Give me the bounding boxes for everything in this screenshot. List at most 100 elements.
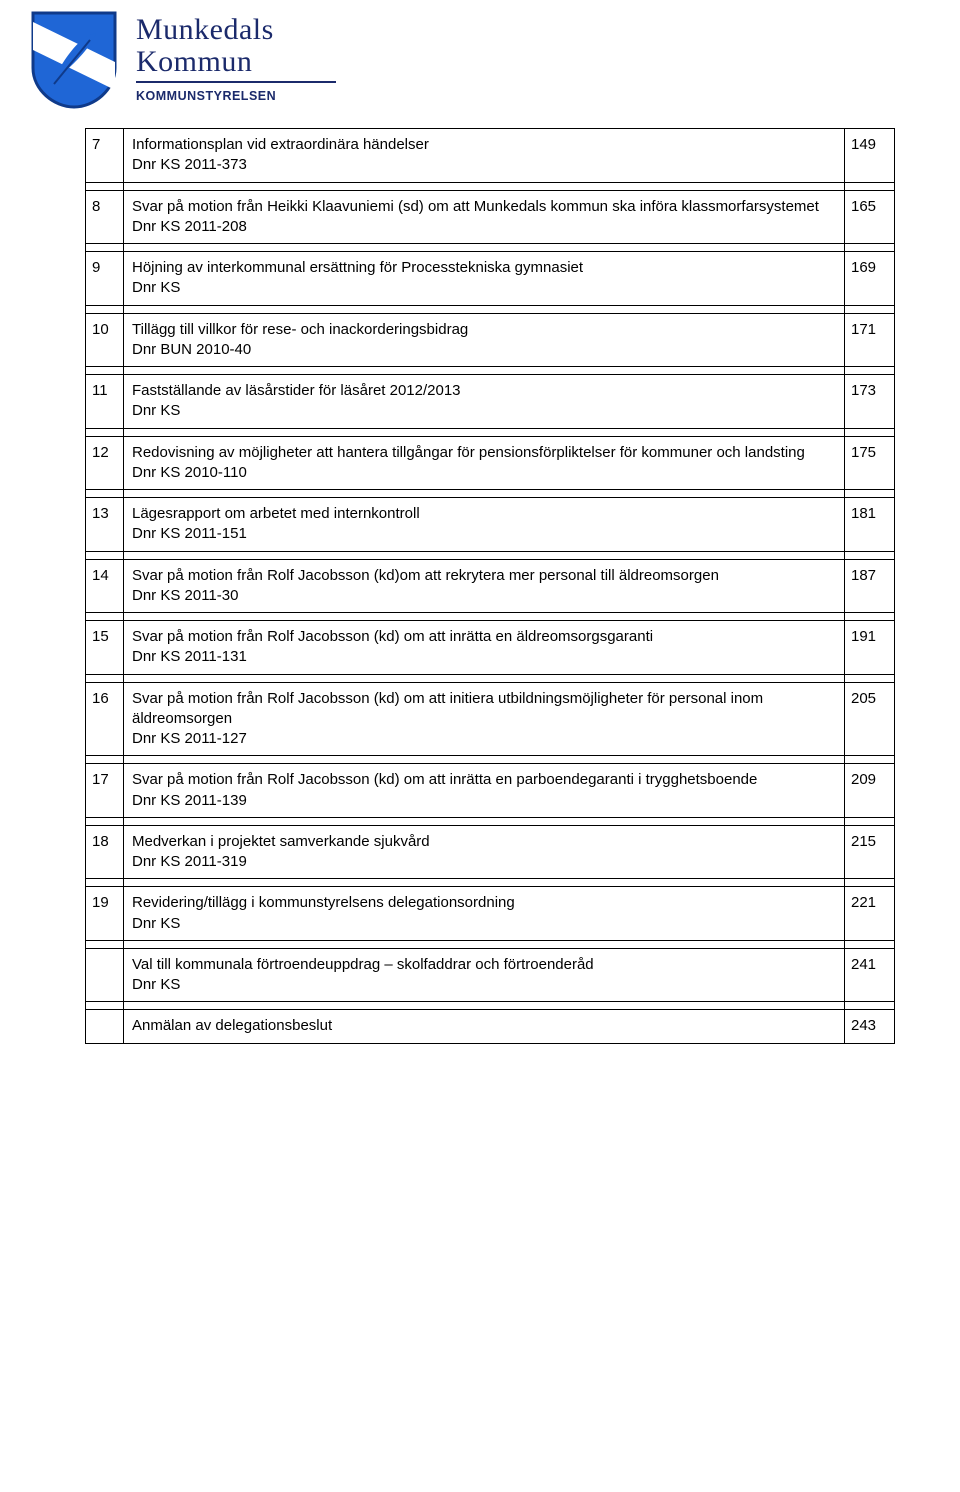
spacer-row [86,756,895,764]
spacer-row [86,817,895,825]
row-number: 7 [86,129,124,183]
diary-number: Dnr KS 2011-127 [132,729,836,749]
table-row: 19 Revidering/tillägg i kommunstyrelsens … [86,887,895,941]
table-row: 16Svar på motion från Rolf Jacobsson (kd… [86,682,895,756]
diary-number: Dnr KS 2011-319 [132,852,836,872]
spacer-row [86,551,895,559]
row-description: Redovisning av möjligheter att hantera t… [124,436,845,490]
spacer-row [86,1002,895,1010]
table-row: Val till kommunala förtroendeuppdrag – s… [86,948,895,1002]
row-page: 173 [845,375,895,429]
spacer-row [86,244,895,252]
row-description: Svar på motion från Rolf Jacobsson (kd)o… [124,559,845,613]
diary-number: Dnr KS [132,914,836,934]
row-description: Val till kommunala förtroendeuppdrag – s… [124,948,845,1002]
description-text: Val till kommunala förtroendeuppdrag – s… [132,956,594,973]
description-text: Svar på motion från Rolf Jacobsson (kd) … [132,771,757,788]
row-number: 10 [86,313,124,367]
table-row: 13 Lägesrapport om arbetet med internkont… [86,498,895,552]
row-number: 17 [86,764,124,818]
row-description: Anmälan av delegationsbeslut [124,1010,845,1043]
table-row: 7 Informationsplan vid extraordinära händ… [86,129,895,183]
brand-wordmark: Munkedals Kommun KOMMUNSTYRELSEN [136,14,336,103]
description-text: Informationsplan vid extraordinära hände… [132,136,429,153]
description-text: Tillägg till villkor för rese- och inack… [132,321,468,338]
brand-line-1: Munkedals [136,14,336,46]
row-description: Medverkan i projektet samverkande sjukvå… [124,825,845,879]
table-row: 10 Tillägg till villkor för rese- och ina… [86,313,895,367]
description-text: Höjning av interkommunal ersättning för … [132,259,583,276]
brand-underline [136,81,336,83]
row-number: 11 [86,375,124,429]
description-text: Fastställande av läsårstider för läsåret… [132,382,461,399]
spacer-row [86,940,895,948]
description-text: Revidering/tillägg i kommunstyrelsens de… [132,894,515,911]
row-description: Svar på motion från Rolf Jacobsson (kd) … [124,682,845,756]
row-page: 241 [845,948,895,1002]
diary-number: Dnr KS [132,975,836,995]
row-description: Lägesrapport om arbetet med internkontro… [124,498,845,552]
row-description: Fastställande av läsårstider för läsåret… [124,375,845,429]
row-page: 165 [845,190,895,244]
document-page: Munkedals Kommun KOMMUNSTYRELSEN 7 Inform… [0,0,960,1084]
description-text: Svar på motion från Rolf Jacobsson (kd) … [132,690,763,727]
row-page: 149 [845,129,895,183]
diary-number: Dnr KS [132,278,836,298]
row-number: 18 [86,825,124,879]
description-text: Redovisning av möjligheter att hantera t… [132,444,805,461]
table-row: Anmälan av delegationsbeslut 243 [86,1010,895,1043]
row-description: Svar på motion från Rolf Jacobsson (kd) … [124,621,845,675]
row-page: 187 [845,559,895,613]
table-row: 8 Svar på motion från Heikki Klaavuniemi … [86,190,895,244]
row-number: 14 [86,559,124,613]
spacer-row [86,674,895,682]
row-number [86,948,124,1002]
table-row: 12 Redovisning av möjligheter att hantera… [86,436,895,490]
letterhead: Munkedals Kommun KOMMUNSTYRELSEN [30,10,895,110]
diary-number: Dnr BUN 2010-40 [132,340,836,360]
row-page: 205 [845,682,895,756]
description-text: Svar på motion från Rolf Jacobsson (kd) … [132,628,653,645]
spacer-row [86,182,895,190]
description-text: Svar på motion från Heikki Klaavuniemi (… [132,198,819,215]
row-description: Svar på motion från Rolf Jacobsson (kd) … [124,764,845,818]
brand-line-2: Kommun [136,46,336,78]
row-number: 19 [86,887,124,941]
row-page: 191 [845,621,895,675]
row-number: 15 [86,621,124,675]
diary-number: Dnr KS 2011-30 [132,586,836,606]
spacer-row [86,490,895,498]
row-page: 243 [845,1010,895,1043]
spacer-row [86,367,895,375]
spacer-row [86,428,895,436]
table-row: 18Medverkan i projektet samverkande sjuk… [86,825,895,879]
diary-number: Dnr KS 2011-139 [132,791,836,811]
row-description: Tillägg till villkor för rese- och inack… [124,313,845,367]
description-text: Anmälan av delegationsbeslut [132,1017,332,1034]
row-page: 175 [845,436,895,490]
table-row: 14Svar på motion från Rolf Jacobsson (kd… [86,559,895,613]
row-number: 12 [86,436,124,490]
row-number: 8 [86,190,124,244]
spacer-row [86,613,895,621]
row-number: 13 [86,498,124,552]
description-text: Lägesrapport om arbetet med internkontro… [132,505,420,522]
table-row: 17 Svar på motion från Rolf Jacobsson (kd… [86,764,895,818]
diary-number: Dnr KS 2011-131 [132,647,836,667]
row-page: 171 [845,313,895,367]
diary-number: Dnr KS 2011-151 [132,524,836,544]
row-page: 181 [845,498,895,552]
spacer-row [86,879,895,887]
row-page: 221 [845,887,895,941]
row-page: 209 [845,764,895,818]
row-number [86,1010,124,1043]
row-description: Informationsplan vid extraordinära hände… [124,129,845,183]
row-description: Revidering/tillägg i kommunstyrelsens de… [124,887,845,941]
diary-number: Dnr KS [132,401,836,421]
letterhead-subhead: KOMMUNSTYRELSEN [136,89,336,103]
table-row: 15 Svar på motion från Rolf Jacobsson (kd… [86,621,895,675]
row-number: 16 [86,682,124,756]
spacer-row [86,305,895,313]
row-description: Svar på motion från Heikki Klaavuniemi (… [124,190,845,244]
table-row: 9Höjning av interkommunal ersättning för… [86,252,895,306]
